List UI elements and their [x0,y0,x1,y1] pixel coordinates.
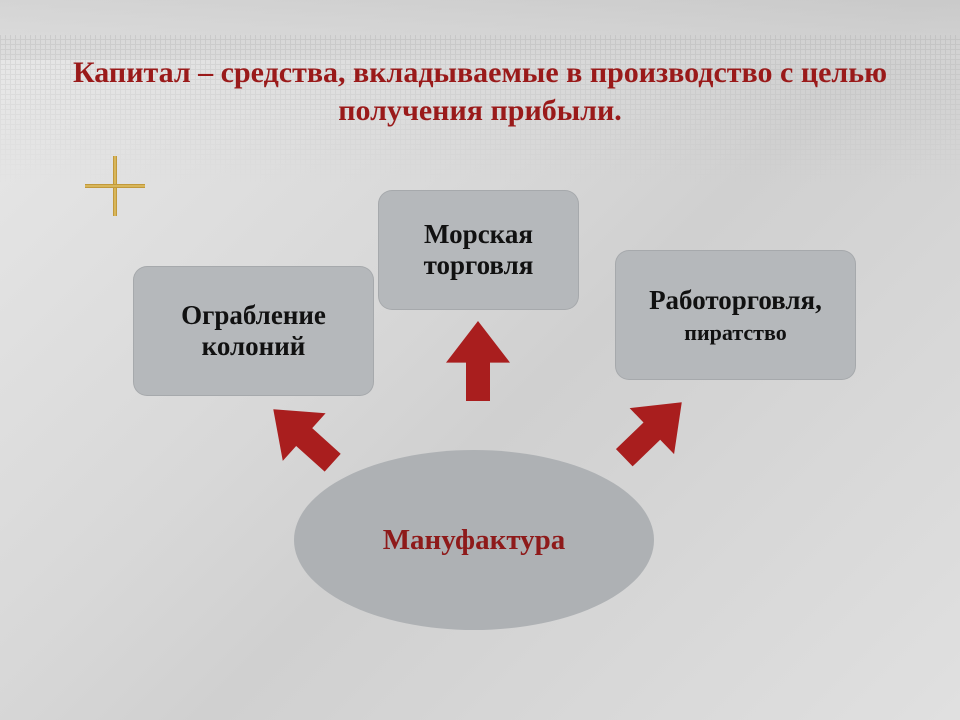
arrow-center [438,320,518,402]
box-line1: Ограбление [181,300,326,331]
source-box-sea-trade: Морская торговля [378,190,579,310]
arrow-right [593,370,713,490]
box-line1: Морская [424,219,533,250]
box-line2: колоний [202,331,306,362]
source-box-slave-trade: Работорговля, пиратство [615,250,856,380]
source-box-colonies: Ограбление колоний [133,266,374,396]
box-sub-text: пиратство [684,320,786,345]
box-main-text: Работорговля, [649,285,822,316]
box-line2: торговля [424,250,534,281]
slide-title: Капитал – средства, вкладываемые в произ… [70,54,890,129]
target-oval-manufacture: Мануфактура [294,450,654,630]
